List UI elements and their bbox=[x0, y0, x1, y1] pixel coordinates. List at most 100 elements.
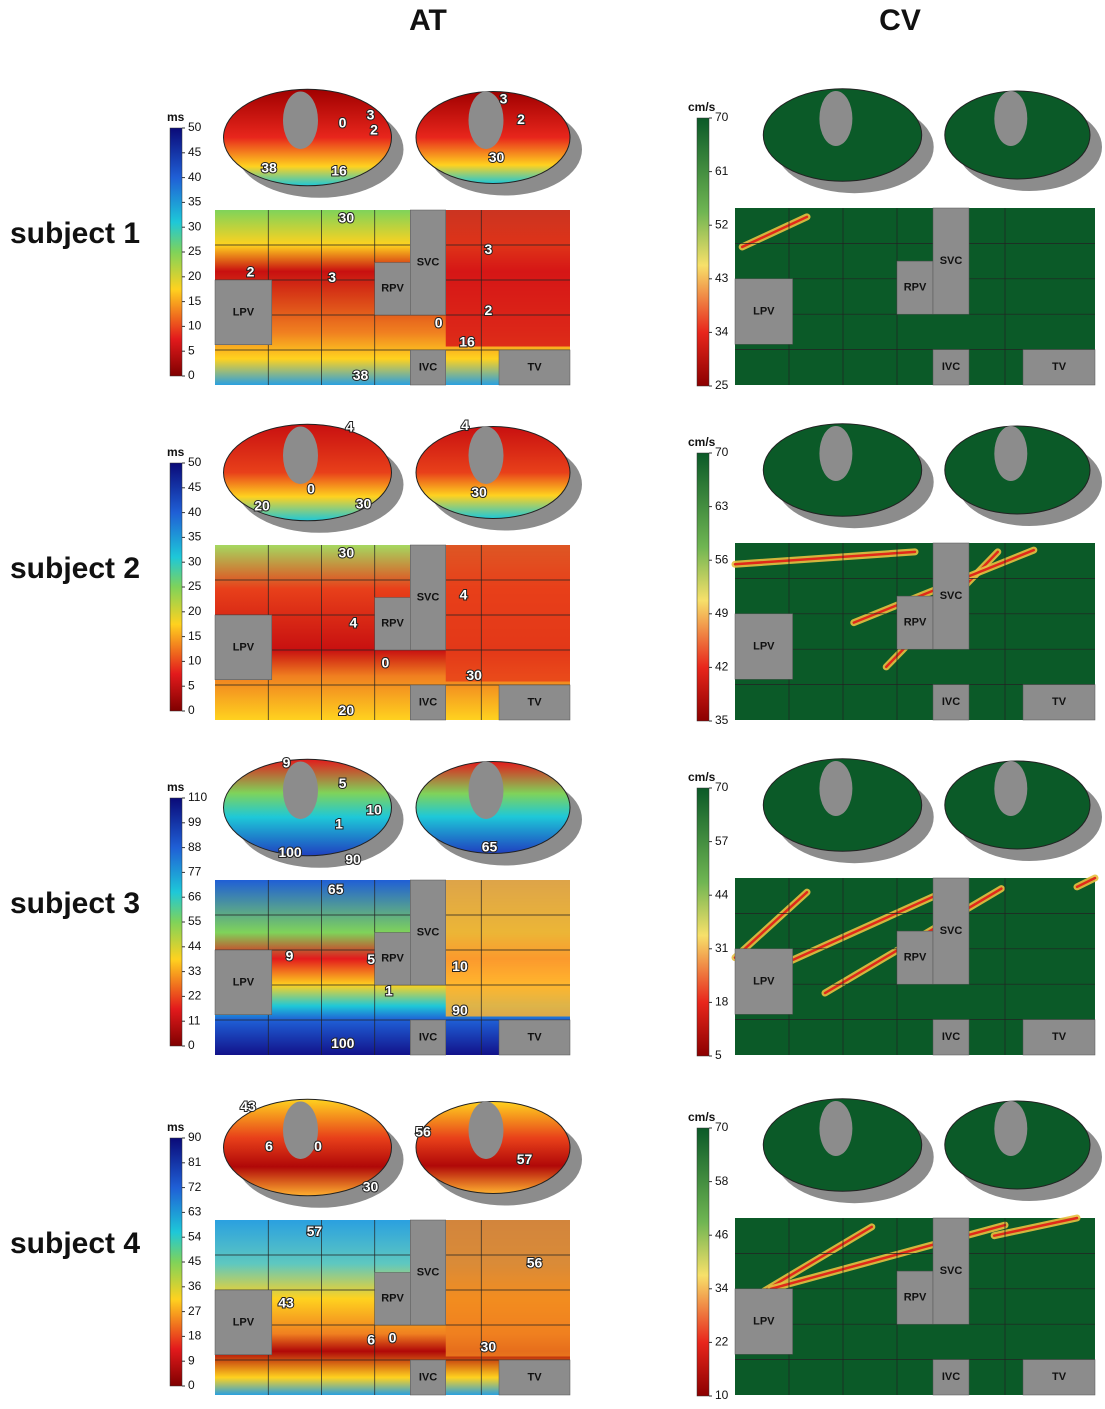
blob-annotation: 0 bbox=[314, 1138, 322, 1154]
flat-map-region bbox=[446, 1220, 570, 1357]
blob-annotation: 2 bbox=[370, 121, 378, 137]
colorbar-tick-label: 70 bbox=[715, 1120, 729, 1134]
region-label: RPV bbox=[904, 617, 927, 629]
blob-annotation: 3 bbox=[367, 106, 375, 122]
map-annotation: 30 bbox=[481, 1338, 497, 1354]
map-annotation: 43 bbox=[278, 1295, 294, 1311]
colorbar-tick-label: 58 bbox=[715, 1174, 729, 1188]
region-label: TV bbox=[1052, 1031, 1067, 1043]
colorbar-tick-label: 110 bbox=[188, 790, 207, 804]
blob-annotation: 0 bbox=[307, 480, 315, 496]
vein-opening bbox=[283, 427, 318, 485]
blob-annotation: 38 bbox=[261, 159, 277, 175]
blob-annotation: 3 bbox=[500, 90, 508, 106]
colorbar-tick-label: 31 bbox=[715, 941, 729, 955]
map-annotation: 3 bbox=[328, 269, 336, 285]
region-label: TV bbox=[527, 1371, 542, 1383]
colorbar-tick-label: 10 bbox=[188, 654, 202, 668]
colorbar-tick-label: 22 bbox=[188, 989, 202, 1003]
colorbar-tick-label: 70 bbox=[715, 110, 729, 124]
colorbar-tick-label: 0 bbox=[188, 703, 195, 717]
colorbar-tick-label: 30 bbox=[188, 219, 202, 233]
colorbar-tick-label: 61 bbox=[715, 164, 729, 178]
vein-opening bbox=[283, 92, 318, 150]
region-label: RPV bbox=[381, 618, 404, 630]
region-label: SVC bbox=[940, 925, 963, 937]
colorbar-tick-label: 20 bbox=[188, 269, 202, 283]
colorbar bbox=[170, 1138, 182, 1386]
colorbar-tick-label: 81 bbox=[188, 1155, 202, 1169]
colorbar-tick-label: 0 bbox=[188, 368, 195, 382]
colorbar-tick-label: 70 bbox=[715, 780, 729, 794]
colorbar-unit: ms bbox=[167, 1120, 185, 1134]
map-annotation: 38 bbox=[353, 367, 369, 383]
colorbar-unit: ms bbox=[167, 780, 185, 794]
region-label: RPV bbox=[904, 952, 927, 964]
map-annotation: 56 bbox=[527, 1254, 543, 1270]
map-annotation: 6 bbox=[367, 1331, 375, 1347]
colorbar-tick-label: 35 bbox=[188, 530, 202, 544]
region-label: LPV bbox=[233, 641, 255, 653]
map-annotation: 30 bbox=[339, 209, 355, 225]
colorbar-tick-label: 5 bbox=[715, 1048, 722, 1062]
colorbar bbox=[697, 1128, 709, 1396]
colorbar-tick-label: 52 bbox=[715, 217, 729, 231]
colorbar-tick-label: 99 bbox=[188, 815, 202, 829]
blob-annotation: 2 bbox=[517, 111, 525, 127]
colorbar-tick-label: 45 bbox=[188, 145, 202, 159]
colorbar-tick-label: 35 bbox=[715, 713, 729, 727]
colorbar-tick-label: 55 bbox=[188, 914, 202, 928]
colorbar-tick-label: 44 bbox=[715, 887, 729, 901]
blob-annotation: 6 bbox=[265, 1138, 273, 1154]
map-annotation: 10 bbox=[452, 958, 468, 974]
colorbar-tick-label: 20 bbox=[188, 604, 202, 618]
colorbar-tick-label: 45 bbox=[188, 1254, 202, 1268]
colorbar-tick-label: 40 bbox=[188, 170, 202, 184]
colorbar bbox=[697, 118, 709, 386]
colorbar bbox=[697, 453, 709, 721]
blob-annotation: 100 bbox=[278, 844, 302, 860]
map-annotation: 3 bbox=[484, 241, 492, 257]
colorbar-tick-label: 0 bbox=[188, 1038, 195, 1052]
blob-annotation: 0 bbox=[339, 114, 347, 130]
map-annotation: 30 bbox=[466, 667, 482, 683]
region-label: LPV bbox=[753, 975, 775, 987]
vein-opening bbox=[819, 1101, 852, 1156]
colorbar-tick-label: 27 bbox=[188, 1304, 202, 1318]
map-annotation: 0 bbox=[389, 1330, 397, 1346]
colorbar-tick-label: 18 bbox=[715, 995, 729, 1009]
colorbar-tick-label: 15 bbox=[188, 629, 202, 643]
region-label: SVC bbox=[417, 926, 440, 938]
map-annotation: 2 bbox=[247, 264, 255, 280]
colorbar-tick-label: 33 bbox=[188, 964, 202, 978]
colorbar-tick-label: 46 bbox=[715, 1227, 729, 1241]
map-annotation: 0 bbox=[382, 655, 390, 671]
colorbar-tick-label: 34 bbox=[715, 325, 729, 339]
subject-label: subject 2 bbox=[10, 552, 140, 585]
blob-annotation: 4 bbox=[461, 417, 469, 433]
colorbar-tick-label: 43 bbox=[715, 271, 729, 285]
column-title: CV bbox=[879, 4, 921, 37]
vein-opening bbox=[283, 1102, 318, 1160]
vein-opening bbox=[469, 1102, 504, 1160]
colorbar-tick-label: 63 bbox=[715, 499, 729, 513]
colorbar-unit: cm/s bbox=[688, 435, 716, 449]
region-label: LPV bbox=[753, 1315, 775, 1327]
map-annotation: 20 bbox=[339, 702, 355, 718]
region-label: IVC bbox=[942, 361, 960, 373]
region-label: SVC bbox=[417, 1266, 440, 1278]
region-label: TV bbox=[1052, 361, 1067, 373]
map-annotation: 16 bbox=[459, 334, 475, 350]
colorbar-tick-label: 44 bbox=[188, 939, 202, 953]
map-annotation: 0 bbox=[435, 314, 443, 330]
map-annotation: 100 bbox=[331, 1035, 355, 1051]
colorbar-tick-label: 34 bbox=[715, 1281, 729, 1295]
figure: AT CV subject 1ms05101520253035404550LPV… bbox=[0, 0, 1105, 1409]
region-label: IVC bbox=[942, 1031, 960, 1043]
colorbar-tick-label: 90 bbox=[188, 1130, 202, 1144]
colorbar-unit: cm/s bbox=[688, 100, 716, 114]
colorbar-tick-label: 72 bbox=[188, 1180, 202, 1194]
colorbar-tick-label: 22 bbox=[715, 1335, 729, 1349]
blob-annotation: 1 bbox=[335, 815, 343, 831]
colorbar-tick-label: 40 bbox=[188, 505, 202, 519]
